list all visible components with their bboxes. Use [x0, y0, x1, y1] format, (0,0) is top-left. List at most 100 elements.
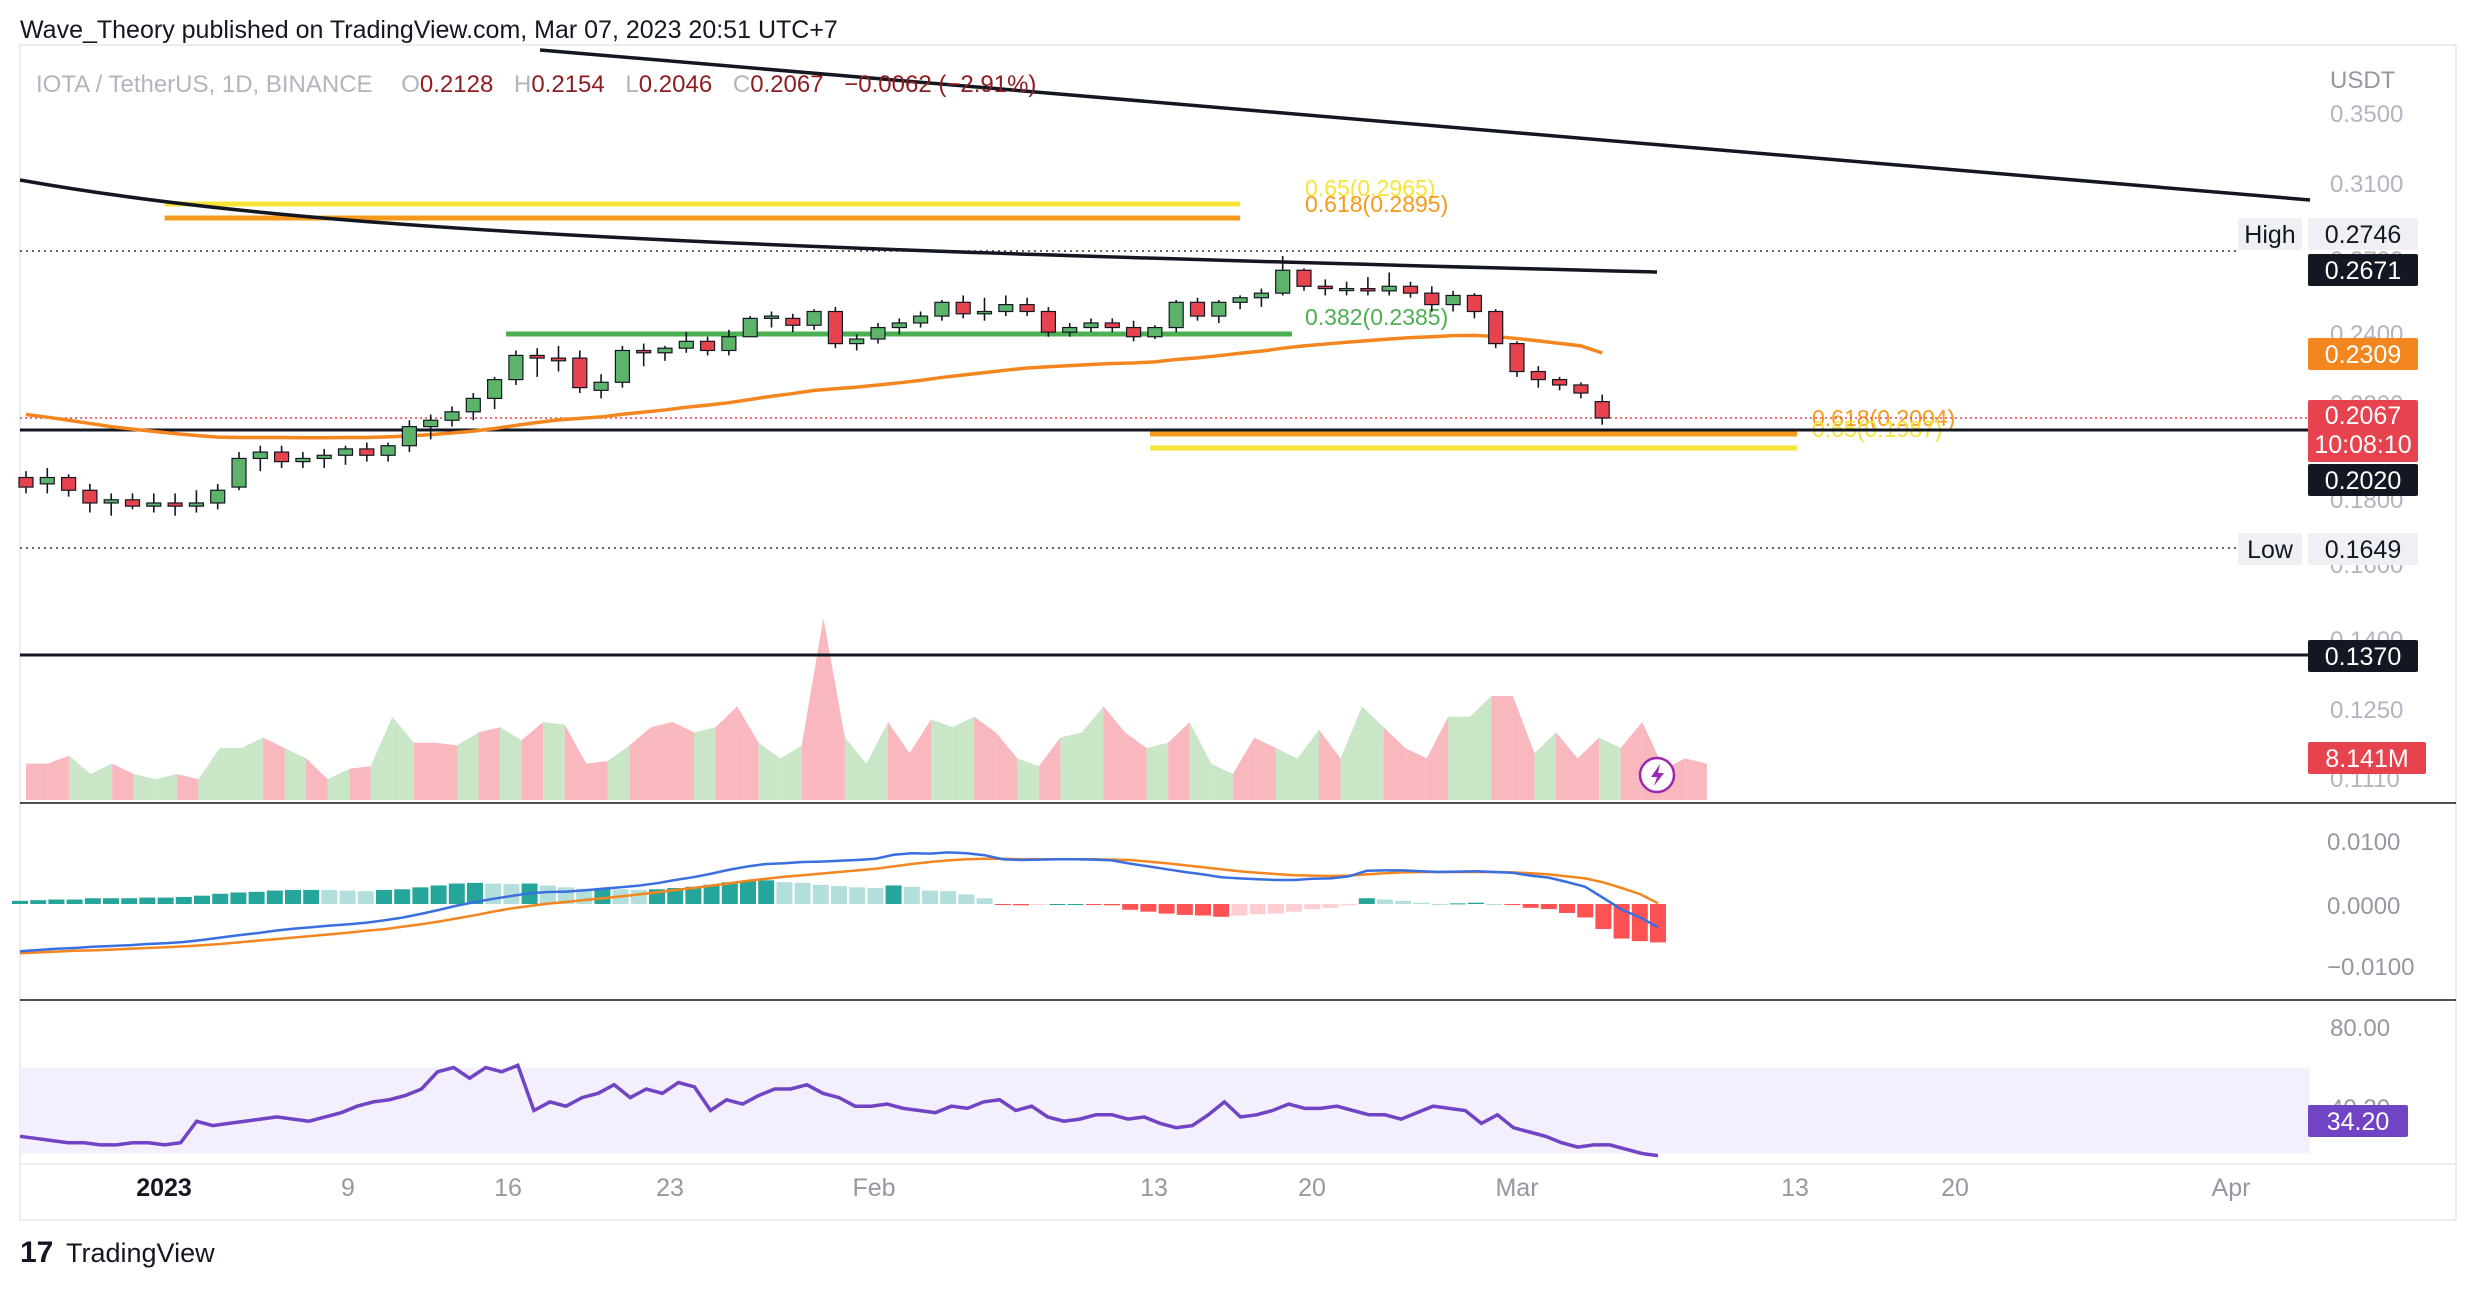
candle-up[interactable]	[1381, 272, 1397, 296]
bolt-icon[interactable]	[1638, 756, 1676, 794]
candle-up[interactable]	[508, 350, 524, 385]
candle-up[interactable]	[1275, 256, 1291, 296]
candle-down[interactable]	[82, 483, 98, 513]
candle-up[interactable]	[849, 334, 865, 351]
candle-up[interactable]	[934, 300, 950, 321]
time-tick-6[interactable]: 20	[1298, 1174, 1326, 1202]
candle-up[interactable]	[39, 467, 55, 494]
candle-up[interactable]	[721, 329, 737, 356]
time-tick-1[interactable]: 9	[341, 1174, 355, 1202]
candle-up[interactable]	[146, 493, 162, 513]
time-tick-9[interactable]: 20	[1941, 1174, 1969, 1202]
candle-up[interactable]	[444, 406, 460, 427]
candle-up[interactable]	[1062, 322, 1078, 337]
candle-down[interactable]	[1296, 268, 1312, 291]
candle-up[interactable]	[210, 483, 226, 510]
candle-down[interactable]	[1573, 382, 1589, 399]
candle-up[interactable]	[401, 420, 417, 453]
candle-down[interactable]	[699, 336, 716, 356]
macd-histogram-bar	[976, 898, 993, 904]
rsi-value-tag-text: 34.20	[2327, 1108, 2390, 1136]
candle-down[interactable]	[1019, 297, 1035, 317]
candle-up[interactable]	[337, 445, 354, 465]
candle-up[interactable]	[1147, 325, 1163, 340]
time-tick-0[interactable]: 2023	[136, 1174, 192, 1202]
candle-up[interactable]	[316, 448, 332, 468]
candle-down[interactable]	[1040, 306, 1057, 337]
candle-down[interactable]	[1466, 293, 1483, 319]
candle-down[interactable]	[636, 343, 652, 367]
time-tick-2[interactable]: 16	[494, 1174, 522, 1202]
candle-down[interactable]	[1402, 281, 1419, 298]
candle-down[interactable]	[359, 442, 375, 462]
candle-down[interactable]	[1104, 318, 1120, 333]
tradingview-logo[interactable]: 17 TradingView	[20, 1236, 215, 1269]
volume-segment	[1319, 729, 1341, 800]
time-tick-7[interactable]: Mar	[1495, 1174, 1538, 1202]
candle-down[interactable]	[529, 348, 545, 377]
macd-histogram-bar	[175, 896, 192, 904]
price-labels: High 0.27460.26710.23090.206710:08:100.20…	[2238, 218, 2426, 1137]
candle-up[interactable]	[1338, 281, 1355, 296]
candle-down[interactable]	[167, 493, 183, 516]
candle-down[interactable]	[955, 295, 971, 319]
candle-up[interactable]	[1168, 300, 1184, 333]
candle-up[interactable]	[891, 318, 907, 335]
candle-down[interactable]	[1530, 366, 1546, 388]
candle-down[interactable]	[827, 306, 844, 349]
candle-down[interactable]	[1125, 320, 1142, 342]
time-axis[interactable]: 2023 9 16 23 Feb 13 20 Mar 13 20 Apr	[136, 1174, 2250, 1202]
candle-down[interactable]	[274, 445, 290, 468]
candle-up[interactable]	[103, 493, 119, 516]
candle-down[interactable]	[1360, 277, 1376, 296]
candle-down[interactable]	[1424, 286, 1440, 312]
candle-down[interactable]	[60, 474, 77, 497]
low-tag: Low	[2238, 533, 2302, 565]
candle-down[interactable]	[550, 345, 567, 372]
candle-up[interactable]	[742, 316, 758, 338]
time-tick-4[interactable]: Feb	[852, 1174, 895, 1202]
time-tick-8[interactable]: 13	[1781, 1174, 1809, 1202]
candle-up[interactable]	[231, 452, 247, 491]
candles-layer[interactable]	[18, 256, 1610, 516]
candle-up[interactable]	[998, 295, 1014, 317]
candle-up[interactable]	[423, 414, 439, 440]
candle-up[interactable]	[295, 452, 311, 468]
candle-down[interactable]	[1317, 279, 1333, 296]
candle-up[interactable]	[678, 332, 694, 353]
volume-segment	[607, 745, 630, 800]
candle-up[interactable]	[1253, 288, 1270, 307]
candle-up[interactable]	[487, 376, 503, 410]
time-tick-10[interactable]: Apr	[2212, 1174, 2251, 1202]
candle-up[interactable]	[912, 311, 929, 328]
candle-up[interactable]	[870, 322, 886, 344]
candle-up[interactable]	[657, 345, 673, 361]
candle-up[interactable]	[1211, 300, 1227, 323]
candle-up[interactable]	[763, 311, 780, 328]
candle-down[interactable]	[124, 493, 141, 510]
candle-up[interactable]	[465, 393, 481, 421]
candle-up[interactable]	[380, 442, 396, 462]
candle-up[interactable]	[593, 374, 609, 399]
candle-up[interactable]	[1445, 290, 1461, 312]
candle-down[interactable]	[1509, 341, 1525, 377]
candle-down[interactable]	[18, 471, 34, 494]
candle-up[interactable]	[976, 297, 993, 321]
candle-down[interactable]	[785, 313, 801, 333]
candle-up[interactable]	[614, 345, 631, 388]
candle-up[interactable]	[806, 309, 822, 330]
candle-down[interactable]	[572, 350, 588, 394]
candle-up[interactable]	[252, 445, 268, 472]
last-price-tag-subtext: 10:08:10	[2314, 431, 2411, 459]
candle-down[interactable]	[1488, 309, 1504, 349]
candle-body	[657, 347, 673, 354]
candle-down[interactable]	[1594, 394, 1610, 425]
candle-up[interactable]	[1232, 295, 1248, 310]
time-tick-3[interactable]: 23	[656, 1174, 684, 1202]
time-tick-5[interactable]: 13	[1140, 1174, 1168, 1202]
candle-down[interactable]	[1551, 376, 1568, 391]
volume-segment	[650, 722, 673, 800]
candle-down[interactable]	[1189, 297, 1206, 321]
candle-up[interactable]	[188, 490, 204, 513]
candle-up[interactable]	[1083, 318, 1099, 333]
